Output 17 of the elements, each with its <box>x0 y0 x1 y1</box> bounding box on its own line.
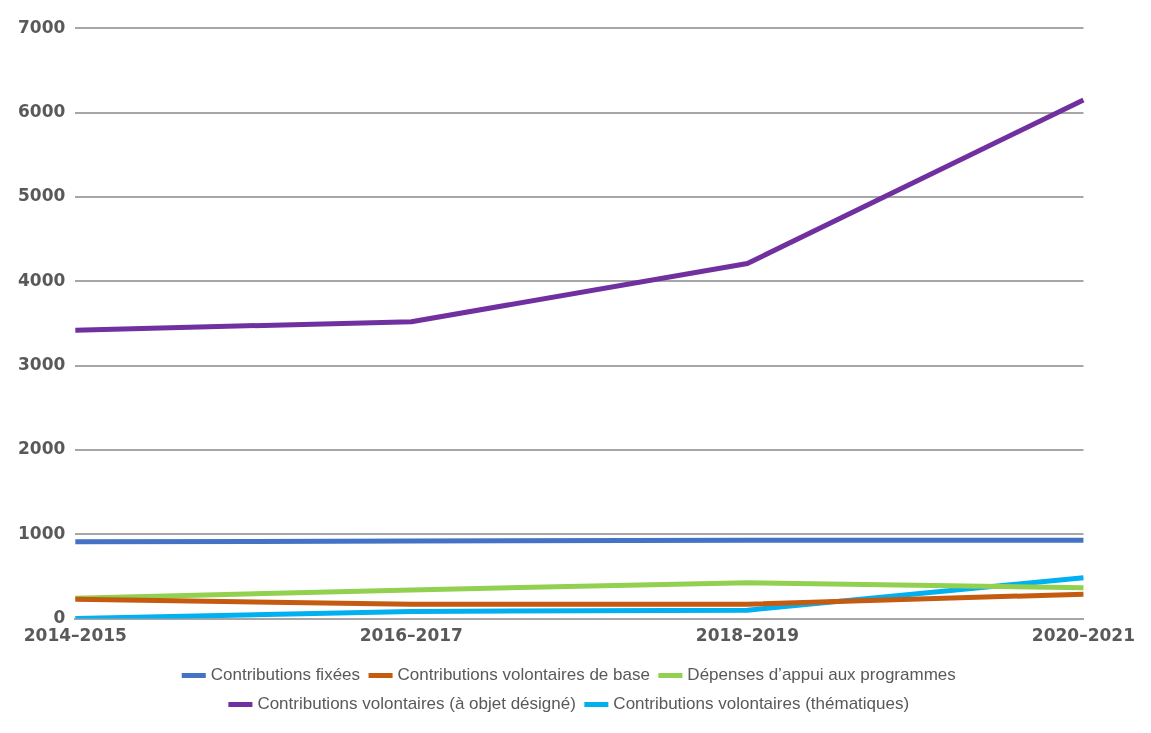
y-tick-label: 6000 <box>17 100 66 121</box>
legend-label: Contributions volontaires (thématiques) <box>613 694 910 714</box>
legend-label: Contributions fixées <box>210 665 361 685</box>
x-tick-label: 2018–2019 <box>695 625 799 646</box>
y-tick-label: 3000 <box>17 353 66 374</box>
y-tick-label: 5000 <box>17 185 66 206</box>
y-tick-label: 4000 <box>17 269 66 290</box>
x-tick-label: 2014–2015 <box>23 625 127 646</box>
legend-label: Dépenses d’appui aux programmes <box>687 665 956 685</box>
legend-label: Contributions volontaires (à objet désigné) <box>257 694 576 714</box>
legend-label: Contributions volontaires de base <box>397 665 650 685</box>
y-tick-label: 1000 <box>17 522 66 543</box>
x-tick-label: 2020–2021 <box>1031 625 1136 646</box>
y-tick-label: 7000 <box>17 16 66 37</box>
y-tick-label: 2000 <box>17 438 66 459</box>
x-tick-label: 2016–2017 <box>359 625 463 646</box>
y-tick-label: 0 <box>53 607 66 628</box>
